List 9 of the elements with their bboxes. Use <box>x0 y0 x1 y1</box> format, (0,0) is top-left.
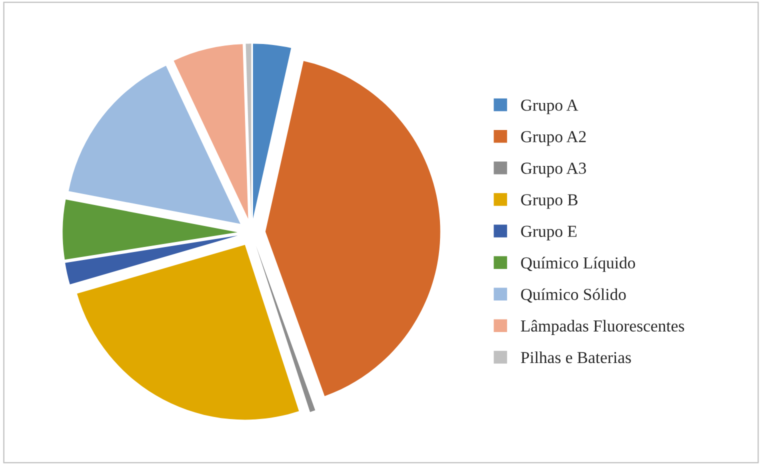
legend-label: Grupo A2 <box>521 131 586 146</box>
legend-label: Pilhas e Baterias <box>520 351 631 364</box>
legend-label: Lâmpadas Fluorescentes <box>520 320 684 336</box>
legend-label: Grupo A <box>521 100 578 114</box>
legend-label: Grupo E <box>521 226 577 240</box>
legend-label: Químico Líquido <box>521 256 636 272</box>
legend-label: Grupo B <box>521 194 578 209</box>
legend-label: Grupo A3 <box>521 162 586 178</box>
legend-label: Químico Sólido <box>521 288 626 303</box>
